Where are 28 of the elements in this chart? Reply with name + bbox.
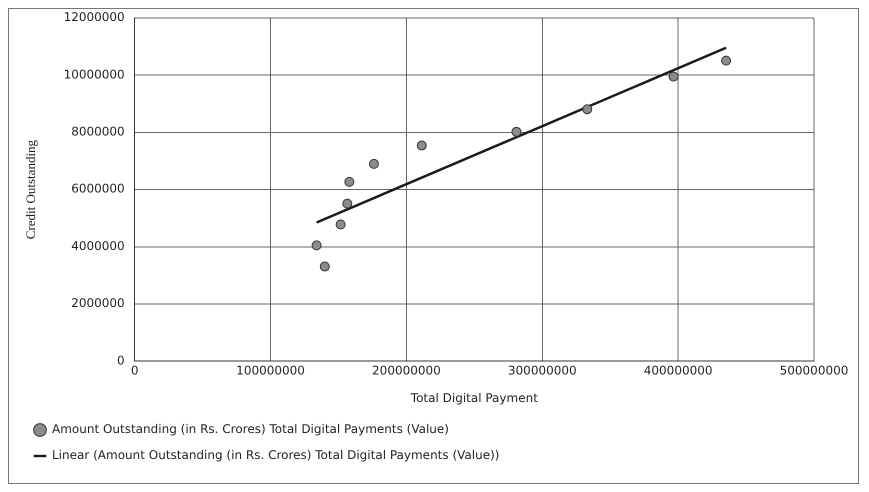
y-tick-label: 0: [117, 353, 125, 368]
point: [582, 104, 592, 114]
point: [511, 126, 522, 137]
x-tick-label: 400000000: [644, 364, 712, 378]
x-tick-label: 500000000: [780, 364, 848, 378]
y-tick-label: 4000000: [71, 238, 125, 253]
x-axis-title: Total Digital Payment: [410, 390, 538, 405]
point: [344, 176, 354, 187]
x-tick-label: 100000000: [236, 364, 305, 378]
y-tick-label: 12000000: [64, 10, 125, 24]
point: [312, 240, 322, 250]
point: [368, 158, 379, 169]
point: [416, 140, 427, 151]
x-tick-label: 0: [130, 364, 138, 378]
legend-label: Amount Outstanding (in Rs. Crores) Total Digital Payments (Value): [52, 422, 449, 436]
x-tick-label: 200000000: [372, 364, 441, 378]
y-tick-label: 8000000: [71, 124, 125, 139]
x-tick-label: 300000000: [508, 364, 577, 378]
y-tick-label: 10000000: [64, 67, 125, 82]
point: [668, 72, 679, 82]
point: [721, 56, 732, 66]
point: [342, 198, 352, 209]
y-axis-title: Credit Outstanding: [23, 139, 38, 240]
y-tick-label: 6000000: [71, 182, 125, 196]
legend-label: Linear (Amount Outstanding (in Rs. Crores) Total Digital Payments (Value)): [52, 448, 500, 462]
point: [336, 219, 346, 230]
point: [320, 262, 330, 272]
y-tick-label: 2000000: [71, 296, 125, 310]
